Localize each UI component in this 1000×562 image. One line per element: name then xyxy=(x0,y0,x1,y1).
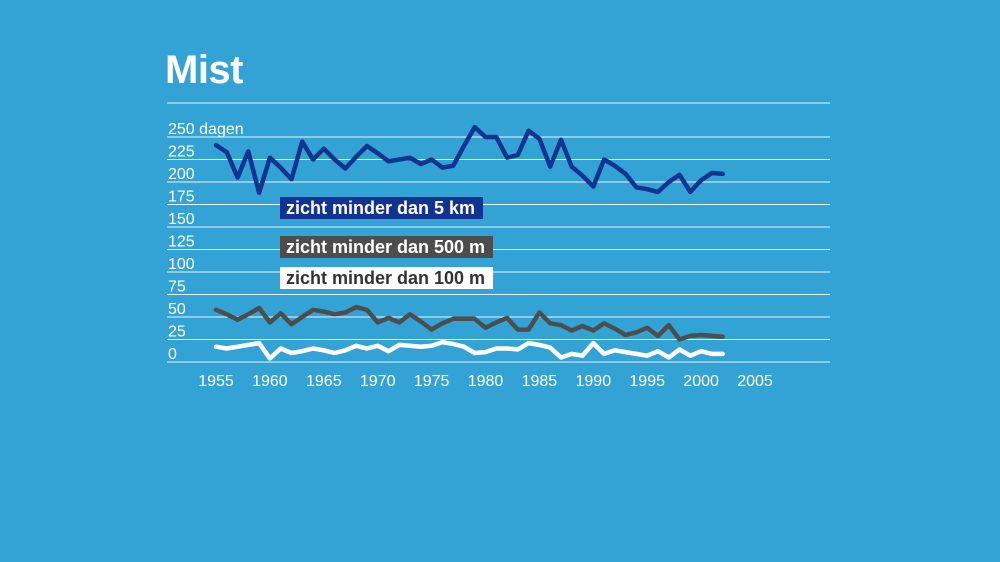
y-tick-label: 225 xyxy=(168,144,195,161)
series-line-100m xyxy=(213,339,725,361)
gridlines xyxy=(167,102,830,363)
x-tick-label: 1970 xyxy=(360,373,396,390)
chart-title: Mist xyxy=(165,48,244,92)
y-tick-label: 75 xyxy=(168,279,186,296)
series-lines xyxy=(213,124,725,361)
x-tick-label: 1995 xyxy=(629,373,665,390)
x-axis-ticks: 1955 1960 1965 1970 1975 1980 1985 1990 1995 2000… xyxy=(198,373,773,390)
x-tick-label: 1980 xyxy=(468,373,504,390)
y-tick-label: 200 xyxy=(168,166,195,183)
x-tick-label: 1990 xyxy=(576,373,612,390)
y-tick-label: 250 dagen xyxy=(168,121,244,138)
x-tick-label: 2005 xyxy=(737,373,773,390)
y-tick-label: 150 xyxy=(168,211,195,228)
x-tick-label: 1965 xyxy=(306,373,342,390)
legend-item-100m: zicht minder dan 100 m xyxy=(280,267,494,289)
series-line-500m xyxy=(213,304,725,342)
x-tick-label: 2000 xyxy=(683,373,719,390)
series-line-5km xyxy=(213,124,725,196)
x-tick-label: 1955 xyxy=(198,373,234,390)
y-tick-label: 50 xyxy=(168,301,186,318)
y-tick-label: 0 xyxy=(168,346,177,363)
legend-item-500m: zicht minder dan 500 m xyxy=(280,236,494,258)
y-tick-label: 100 xyxy=(168,256,195,273)
x-tick-label: 1985 xyxy=(522,373,558,390)
y-tick-label: 175 xyxy=(168,189,195,206)
y-tick-label: 125 xyxy=(168,234,195,251)
legend-item-5km: zicht minder dan 5 km xyxy=(280,197,484,219)
y-tick-label: 25 xyxy=(168,324,186,341)
x-tick-label: 1960 xyxy=(252,373,288,390)
y-axis-ticks: 0 25 50 75 100 125 150 175 200 225 250 dagen xyxy=(168,121,244,363)
x-tick-label: 1975 xyxy=(414,373,450,390)
